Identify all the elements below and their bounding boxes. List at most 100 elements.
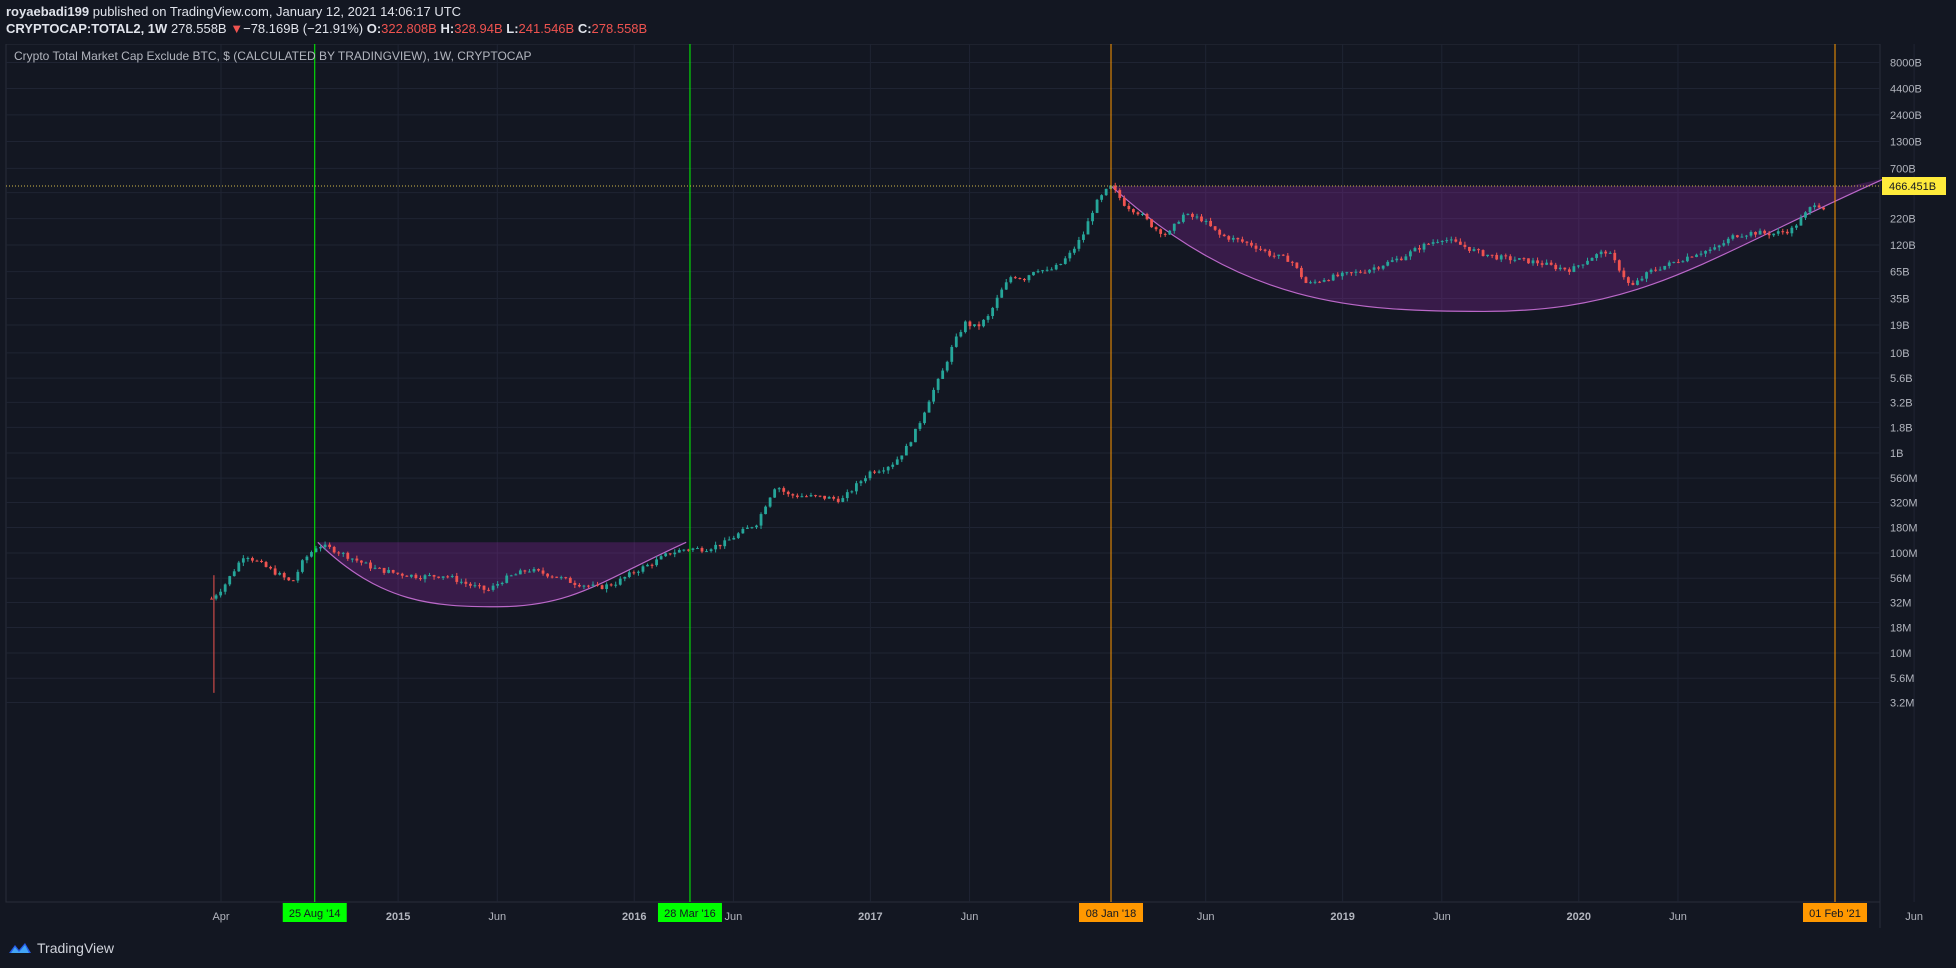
candle-down [541,570,545,574]
candle-down [337,552,341,554]
candle-up [682,549,686,551]
candle-up [1063,258,1067,264]
candle-down [1136,212,1140,215]
ohlc-legend: CRYPTOCAP:TOTAL2, 1W 278.558B ▼−78.169B … [6,21,647,36]
candle-down [1259,248,1262,250]
candle-up [532,569,536,572]
candle-down [1363,272,1367,274]
candle-up [800,496,804,498]
candle-up [1499,255,1503,260]
candle-up [1590,257,1594,261]
candle-up [973,324,976,327]
candle-up [1486,254,1490,257]
candle-up [963,321,967,333]
candle-down [1522,258,1526,260]
publish-info: royaebadi199 published on TradingView.co… [6,4,461,19]
time-axis[interactable]: Apr 2015 Jun 2016 Jun 2017 Jun Jun 2019 Jun 2020 Ju… [212,903,1923,923]
candle-down [1122,197,1126,206]
candle-down [1018,278,1022,280]
candle-up [641,566,645,572]
symbol-label[interactable]: CRYPTOCAP:TOTAL2, 1W [6,21,168,36]
candle-down [791,494,795,496]
candle-down [378,567,381,569]
candle-up [1036,271,1040,273]
candle-down [291,580,295,582]
candle-down [1817,205,1821,208]
candle-down [1209,220,1212,227]
vertical-markers [314,44,1836,902]
candle-down [1150,219,1153,228]
candle-down [482,585,486,590]
time-axis-label: 2017 [858,911,882,923]
candle-up [891,464,895,467]
candle-up [214,595,218,599]
candle-up [1386,261,1390,266]
candle-up [759,514,763,526]
candle-down [1236,237,1240,240]
candle-down [1132,209,1135,213]
chart-header: royaebadi199 published on TradingView.co… [0,0,1956,44]
candle-up [1581,264,1585,266]
candle-down [1304,277,1308,283]
candle-down [1458,241,1462,245]
candle-up [1672,261,1676,263]
candle-up [945,361,949,371]
candle-up [1431,242,1435,244]
candle-down [823,495,827,499]
candle-up [1663,265,1667,270]
candle-up [627,572,631,577]
candle-up [1436,241,1440,243]
candle-up [1708,249,1712,251]
price-axis-label: 100M [1890,548,1918,560]
candle-up [1586,260,1589,265]
price-chart[interactable]: 8000B 4400B 2400B 1300B 700B 220B 120B 65B 35B 19… [0,44,1956,928]
candle-up [1054,264,1058,270]
candle-up [854,483,858,492]
price-axis-label: 120B [1890,240,1916,252]
candle-down [1418,248,1421,250]
candle-up [241,558,245,563]
tradingview-logo[interactable]: TradingView [8,940,114,956]
candle-up [1608,252,1612,254]
candle-up [1717,245,1721,248]
marker-date-label-bg [1079,903,1144,922]
price-axis-label: 65B [1890,267,1910,279]
price-axis-label: 560M [1890,473,1918,485]
publisher-name[interactable]: royaebadi199 [6,4,90,19]
price-axis[interactable]: 8000B 4400B 2400B 1300B 700B 220B 120B 65B 35B 19… [1882,58,1946,710]
price-axis-label: 8000B [1890,58,1922,70]
cup-pattern-curve [1110,177,1887,313]
candle-up [387,569,391,573]
candle-up [1059,263,1063,265]
candle-down [1295,262,1299,268]
candle-down [391,569,395,573]
candle-up [1100,195,1104,200]
candle-up [1181,214,1185,222]
marker-date-label: 08 Jan '18 [1086,908,1136,920]
candle-down [1154,227,1158,230]
candle-up [1409,251,1412,257]
time-axis-label: 2016 [622,911,646,923]
candle-down [1286,255,1290,262]
candle-down [573,582,577,585]
low-value: 241.546B [518,21,575,36]
candle-up [305,556,309,561]
candle-up [1422,243,1426,250]
candle-up [296,571,300,581]
candle-down [686,549,690,551]
candle-up [736,533,740,538]
high-value: 328.94B [454,21,503,36]
candle-up [950,346,954,362]
candle-up [959,332,963,337]
candle-down [260,560,263,563]
footer: TradingView [0,928,1956,968]
candle-down [328,544,332,547]
candle-down [786,491,790,495]
candle-up [1472,249,1476,251]
candle-down [1227,236,1231,240]
time-axis-label: Jun [488,911,506,923]
candle-up [868,471,872,479]
candle-down [1213,226,1217,230]
open-label: O: [366,21,382,36]
candle-up [1091,212,1094,222]
